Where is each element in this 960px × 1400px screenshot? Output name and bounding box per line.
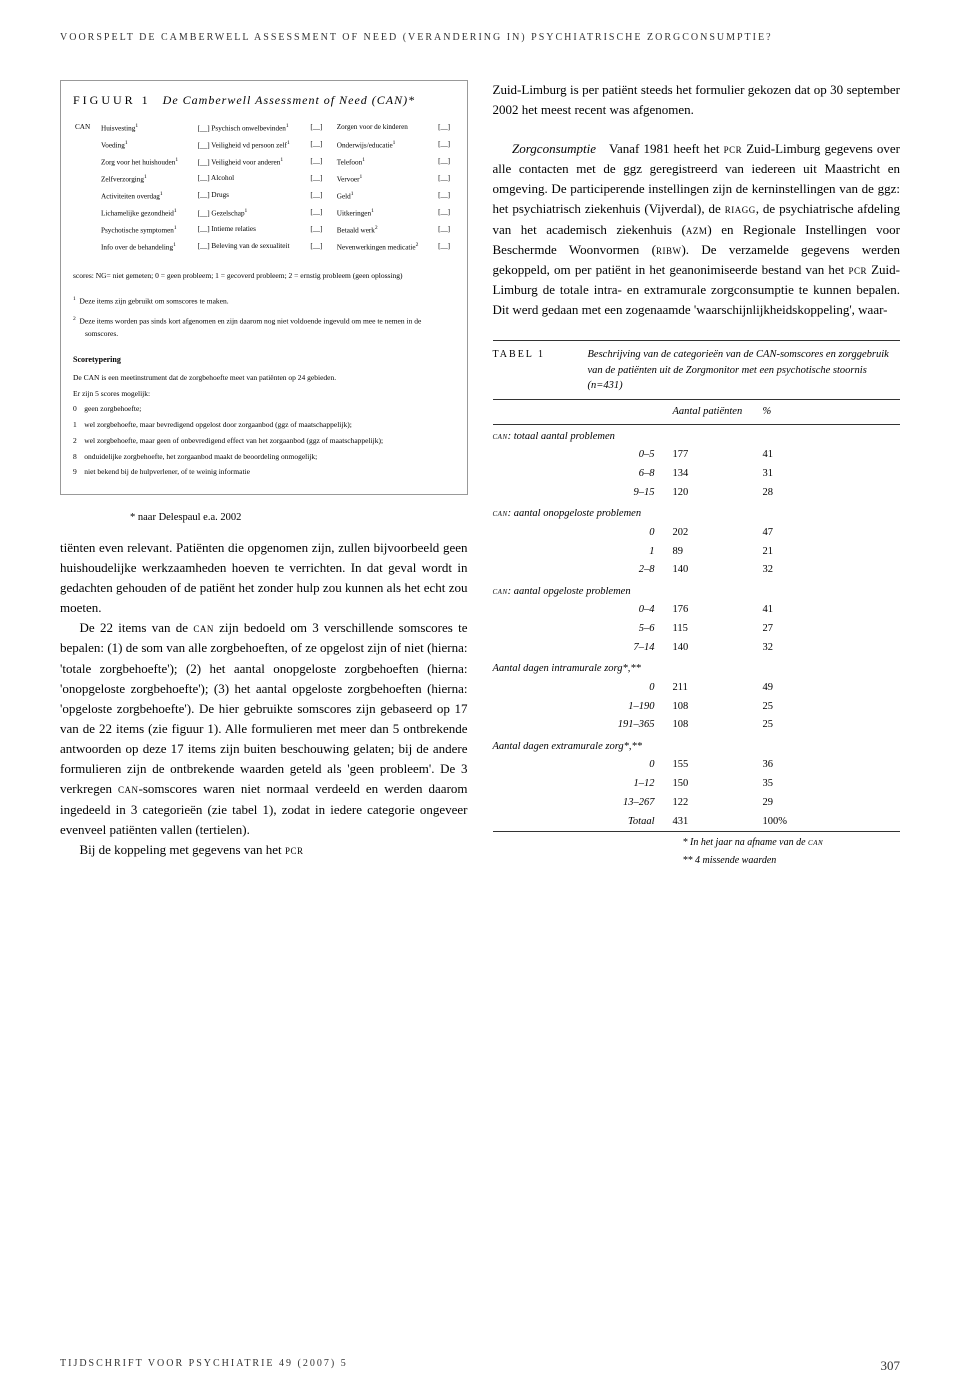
table-row: 021149 (493, 678, 901, 697)
left-body-para: Bij de koppeling met gegevens van het pc… (60, 840, 468, 860)
can-item-row: Lichamelijke gezondheid1[__] Gezelschap1… (75, 206, 453, 221)
tabel-footnote: * In het jaar na afname van de can (683, 832, 901, 850)
running-header: VOORSPELT DE CAMBERWELL ASSESSMENT OF NE… (60, 30, 900, 45)
table-row: 7–1414032 (493, 638, 901, 657)
scoretyping-item: 0 geen zorgbehoefte; (73, 403, 455, 416)
table-row: Totaal431100% (493, 812, 901, 831)
can-item-row: Info over de behandeling1[__] Beleving v… (75, 240, 453, 255)
scoretyping-heading: Scoretypering (73, 354, 455, 366)
tabel-label: TABEL 1 (493, 347, 588, 393)
page-footer: TIJDSCHRIFT VOOR PSYCHIATRIE 49 (2007) 5… (60, 1356, 900, 1376)
table-row: 18921 (493, 542, 901, 561)
table-row: 0–517741 (493, 446, 901, 465)
can-item-row: Voeding1[__] Veiligheid vd persoon zelf1… (75, 138, 453, 153)
figure-1-box: FIGUUR 1 De Camberwell Assessment of Nee… (60, 80, 468, 495)
figure-label: FIGUUR 1 (73, 93, 151, 107)
table-row: 2–814032 (493, 561, 901, 580)
tabel-col-pct: % (763, 399, 901, 424)
scoretyping-item: 2 wel zorgbehoefte, maar geen of onbevre… (73, 435, 455, 448)
table-row: 6–813431 (493, 465, 901, 484)
figure-title-text: De Camberwell Assessment of Need (CAN)* (163, 93, 415, 107)
scoretyping-body: De CAN is een meetinstrument dat de zorg… (73, 372, 455, 479)
right-column: Zuid-Limburg is per patiënt steeds het f… (493, 80, 901, 868)
tabel-1: TABEL 1 Beschrijving van de categorieën … (493, 340, 901, 868)
figure-attribution: * naar Delespaul e.a. 2002 (130, 510, 468, 526)
tabel-col-aantal: Aantal patiënten (673, 399, 763, 424)
table-row: 1–19010825 (493, 697, 901, 716)
tabel-section-head: can: aantal opgeloste problemen (493, 580, 901, 601)
scoretyping-item: 9 niet bekend bij de hulpverlener, of te… (73, 466, 455, 479)
figure-footnote: 2 Deze items worden pas sinds kort afgen… (73, 315, 455, 340)
table-row: 9–1512028 (493, 483, 901, 502)
scoretyping-item: 1 wel zorgbehoefte, maar bevredigend opg… (73, 419, 455, 432)
tabel-section-head: Aantal dagen extramurale zorg*,** (493, 735, 901, 756)
table-row: 191–36510825 (493, 716, 901, 735)
table-row: 1–1215035 (493, 775, 901, 794)
paragraph-subhead: Zorgconsumptie (512, 141, 596, 156)
figure-footnote: 1 Deze items zijn gebruikt om somscores … (73, 295, 455, 308)
tabel-caption: Beschrijving van de categorieën van de C… (588, 347, 901, 393)
table-row: 0–417641 (493, 601, 901, 620)
left-body-para: De 22 items van de can zijn bedoeld om 3… (60, 618, 468, 840)
can-item-row: Activiteiten overdag1[__] Drugs[__]Geld1… (75, 189, 453, 204)
tabel-1-data: Aantal patiënten % can: totaal aantal pr… (493, 399, 901, 831)
table-row: 020247 (493, 523, 901, 542)
can-item-row: Zorg voor het huishouden1[__] Veiligheid… (75, 155, 453, 170)
journal-footer: TIJDSCHRIFT VOOR PSYCHIATRIE 49 (2007) 5 (60, 1356, 348, 1376)
figure-title: FIGUUR 1 De Camberwell Assessment of Nee… (73, 91, 455, 109)
left-body-para: tiënten even relevant. Patiënten die opg… (60, 538, 468, 619)
tabel-footnote: ** 4 missende waarden (683, 850, 901, 868)
tabel-section-head: can: totaal aantal problemen (493, 424, 901, 446)
can-item-row: Psychotische symptomen1[__] Intieme rela… (75, 223, 453, 238)
tabel-section-head: Aantal dagen intramurale zorg*,** (493, 657, 901, 678)
can-items-grid: CANHuisvesting1[__] Psychisch onwelbevin… (73, 119, 455, 258)
can-item-row: CANHuisvesting1[__] Psychisch onwelbevin… (75, 121, 453, 136)
scores-legend: scores: NG= niet gemeten; 0 = geen probl… (73, 270, 455, 281)
right-body-para-1: Zuid-Limburg is per patiënt steeds het f… (493, 80, 901, 120)
tabel-section-head: can: aantal onopgeloste problemen (493, 502, 901, 523)
left-column: FIGUUR 1 De Camberwell Assessment of Nee… (60, 80, 468, 868)
scoretyping-item: 8 onduidelijke zorgbehoefte, het zorgaan… (73, 451, 455, 464)
page-number: 307 (881, 1356, 901, 1376)
can-item-row: Zelfverzorging1[__] Alcohol[__]Vervoer1[… (75, 172, 453, 187)
table-row: 015536 (493, 756, 901, 775)
two-column-layout: FIGUUR 1 De Camberwell Assessment of Nee… (60, 80, 900, 868)
table-row: 5–611527 (493, 620, 901, 639)
table-row: 13–26712229 (493, 793, 901, 812)
right-body-para-2: ZorgconsumptieVanaf 1981 heeft het pcr Z… (493, 139, 901, 320)
